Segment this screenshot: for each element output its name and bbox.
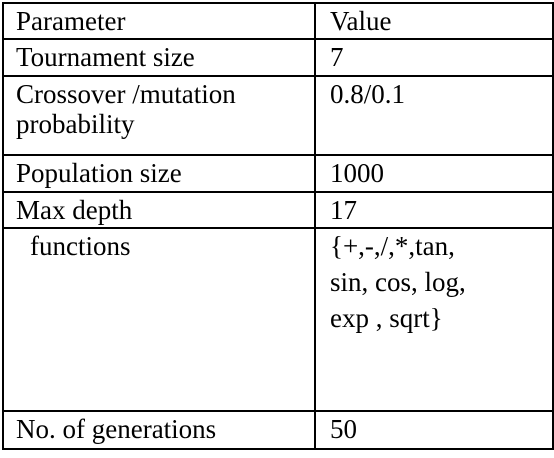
table-row: Population size 1000 [2, 154, 554, 193]
row-functions-value: {+,-,/,*,tan, sin, cos, log, exp , sqrt} [314, 227, 554, 412]
cell-text: functions [30, 231, 131, 261]
header-parameter: Parameter [2, 2, 316, 40]
row-tournament-size-value: 7 [314, 38, 554, 77]
row-generations-value: 50 [314, 410, 554, 450]
cell-text: No. of generations [16, 414, 217, 444]
row-tournament-size-parameter: Tournament size [2, 38, 316, 77]
row-population-size-parameter: Population size [2, 154, 316, 193]
table-row: Crossover /mutation probability 0.8/0.1 [2, 75, 554, 156]
row-population-size-value: 1000 [314, 154, 554, 193]
row-generations-parameter: No. of generations [2, 410, 316, 450]
cell-text: 0.8/0.1 [330, 79, 406, 109]
cell-text: probability [16, 109, 135, 139]
cell-text: Max depth [16, 195, 133, 225]
cell-text: 17 [330, 195, 357, 225]
table-row: Max depth 17 [2, 191, 554, 229]
table-row: functions {+,-,/,*,tan, sin, cos, log, e… [2, 227, 554, 412]
row-functions-parameter: functions [2, 227, 316, 412]
cell-text: 1000 [330, 158, 384, 188]
cell-text: sin, cos, log, [330, 267, 466, 297]
cell-text: Tournament size [16, 42, 195, 72]
cell-text: {+,-,/,*,tan, [330, 231, 455, 261]
cell-text: 7 [330, 42, 344, 72]
table-header-row: Parameter Value [2, 2, 554, 40]
row-max-depth-value: 17 [314, 191, 554, 229]
row-crossover-value: 0.8/0.1 [314, 75, 554, 156]
header-value: Value [314, 2, 554, 40]
table-row: No. of generations 50 [2, 410, 554, 450]
cell-text: 50 [330, 414, 357, 444]
parameters-table: Parameter Value Tournament size 7 Crosso… [2, 2, 554, 450]
row-crossover-parameter: Crossover /mutation probability [2, 75, 316, 156]
row-max-depth-parameter: Max depth [2, 191, 316, 229]
cell-text: Population size [16, 158, 182, 188]
cell-text: Crossover /mutation [16, 79, 236, 109]
table-row: Tournament size 7 [2, 38, 554, 77]
cell-text: exp , sqrt} [330, 303, 443, 333]
